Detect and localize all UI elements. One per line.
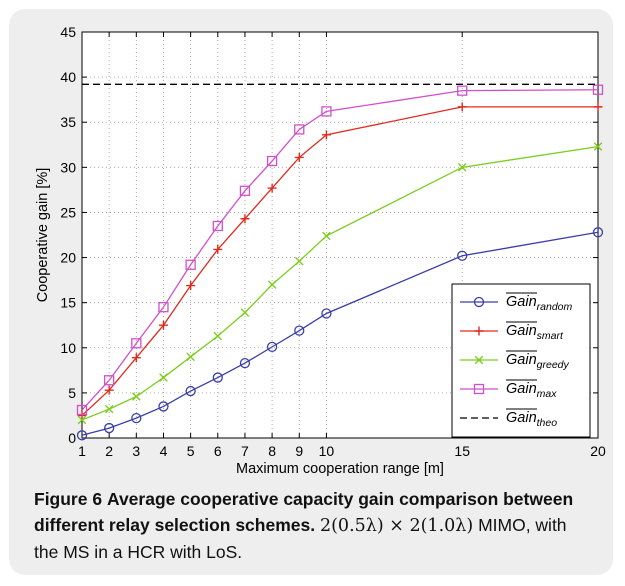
x-tick-label: 3 — [132, 443, 140, 459]
x-tick-label: 5 — [187, 443, 195, 459]
y-tick-label: 20 — [60, 250, 76, 266]
data-point — [457, 163, 467, 172]
data-point — [212, 220, 223, 232]
data-point — [212, 372, 223, 383]
series-line — [81, 89, 599, 411]
data-point — [185, 385, 196, 397]
data-point — [240, 214, 250, 224]
data-point — [104, 385, 114, 395]
series-max — [76, 84, 604, 416]
y-tick-label: 10 — [60, 340, 76, 356]
data-point — [321, 106, 332, 117]
data-point — [132, 392, 141, 401]
legend: GainrandomGainsmartGaingreedyGainmaxGain… — [451, 283, 591, 438]
data-point — [593, 142, 603, 151]
data-point — [239, 185, 251, 196]
data-point — [104, 422, 115, 434]
data-point — [267, 183, 277, 193]
y-tick-label: 15 — [60, 295, 76, 311]
data-point — [213, 244, 223, 254]
data-point — [77, 415, 87, 425]
y-tick-label: 45 — [60, 24, 76, 40]
data-point — [77, 410, 87, 420]
series-random — [76, 227, 604, 441]
data-point — [457, 250, 468, 261]
data-point — [159, 373, 168, 382]
data-point — [457, 85, 468, 96]
y-tick-label: 0 — [68, 430, 76, 446]
axes-frame — [81, 31, 599, 439]
caption-formula: 2(0.5λ) × 2(1.0λ) — [319, 516, 474, 536]
legend-label-subscript: smart — [537, 330, 564, 342]
x-tick-label: 9 — [295, 443, 303, 459]
y-tick-label: 30 — [60, 159, 76, 175]
series-line — [81, 106, 598, 416]
y-tick-label: 40 — [60, 69, 76, 85]
y-axis-label: Cooperative gain [%] — [35, 168, 51, 303]
data-point — [158, 302, 169, 313]
data-point — [185, 259, 196, 270]
y-tick-label: 5 — [68, 385, 76, 401]
data-point — [322, 231, 331, 241]
data-point — [131, 413, 142, 424]
data-point — [76, 404, 88, 416]
data-point — [266, 341, 278, 353]
y-tick-label: 25 — [60, 204, 76, 220]
data-point — [321, 130, 331, 140]
x-tick-label: 2 — [105, 443, 113, 459]
data-point — [131, 338, 142, 349]
data-point — [76, 430, 88, 441]
data-point — [104, 375, 115, 386]
caption-label: Figure 6 — [34, 489, 103, 509]
data-point — [473, 383, 485, 395]
data-point — [240, 308, 250, 317]
data-point — [267, 280, 277, 289]
data-point — [186, 352, 195, 362]
data-point — [158, 401, 169, 412]
data-point — [474, 355, 484, 365]
data-point — [473, 296, 485, 308]
series-greedy — [77, 142, 603, 425]
x-axis-label: Maximum cooperation range [m] — [236, 461, 444, 477]
data-point — [186, 281, 196, 291]
x-tick-label: 7 — [241, 443, 249, 459]
caption-rest: MIMO, with the MS in a HCR with LoS. — [34, 515, 567, 562]
data-point — [294, 256, 304, 266]
data-point — [131, 353, 141, 363]
x-tick-label: 4 — [160, 443, 168, 459]
x-tick-label: 8 — [268, 443, 276, 459]
data-point — [266, 155, 278, 167]
caption-title: Average cooperative capacity gain compar… — [34, 489, 574, 535]
legend-label-subscript: theo — [537, 417, 558, 429]
x-tick-label: 10 — [319, 443, 335, 459]
data-point — [592, 227, 604, 238]
data-point — [294, 152, 304, 162]
x-tick-label: 1 — [78, 443, 86, 459]
legend-label-subscript: max — [537, 388, 558, 400]
series-line — [81, 145, 599, 421]
data-point — [474, 326, 484, 336]
figure-caption: Figure 6 Average cooperative capacity ga… — [34, 486, 594, 565]
data-point — [457, 102, 467, 112]
y-tick-label: 35 — [60, 114, 76, 130]
data-point — [158, 320, 168, 330]
x-tick-label: 15 — [454, 443, 470, 459]
x-tick-label: 6 — [214, 443, 222, 459]
data-point — [213, 331, 223, 341]
data-point — [294, 124, 305, 135]
data-point — [321, 308, 332, 319]
data-point — [593, 102, 603, 112]
data-point — [239, 357, 251, 369]
data-point — [104, 404, 114, 414]
data-point — [294, 325, 305, 336]
data-point — [592, 84, 604, 95]
x-tick-label: 20 — [590, 443, 606, 459]
series-smart — [77, 102, 603, 420]
legend-label-subscript: random — [537, 301, 573, 313]
legend-label-subscript: greedy — [537, 359, 570, 371]
